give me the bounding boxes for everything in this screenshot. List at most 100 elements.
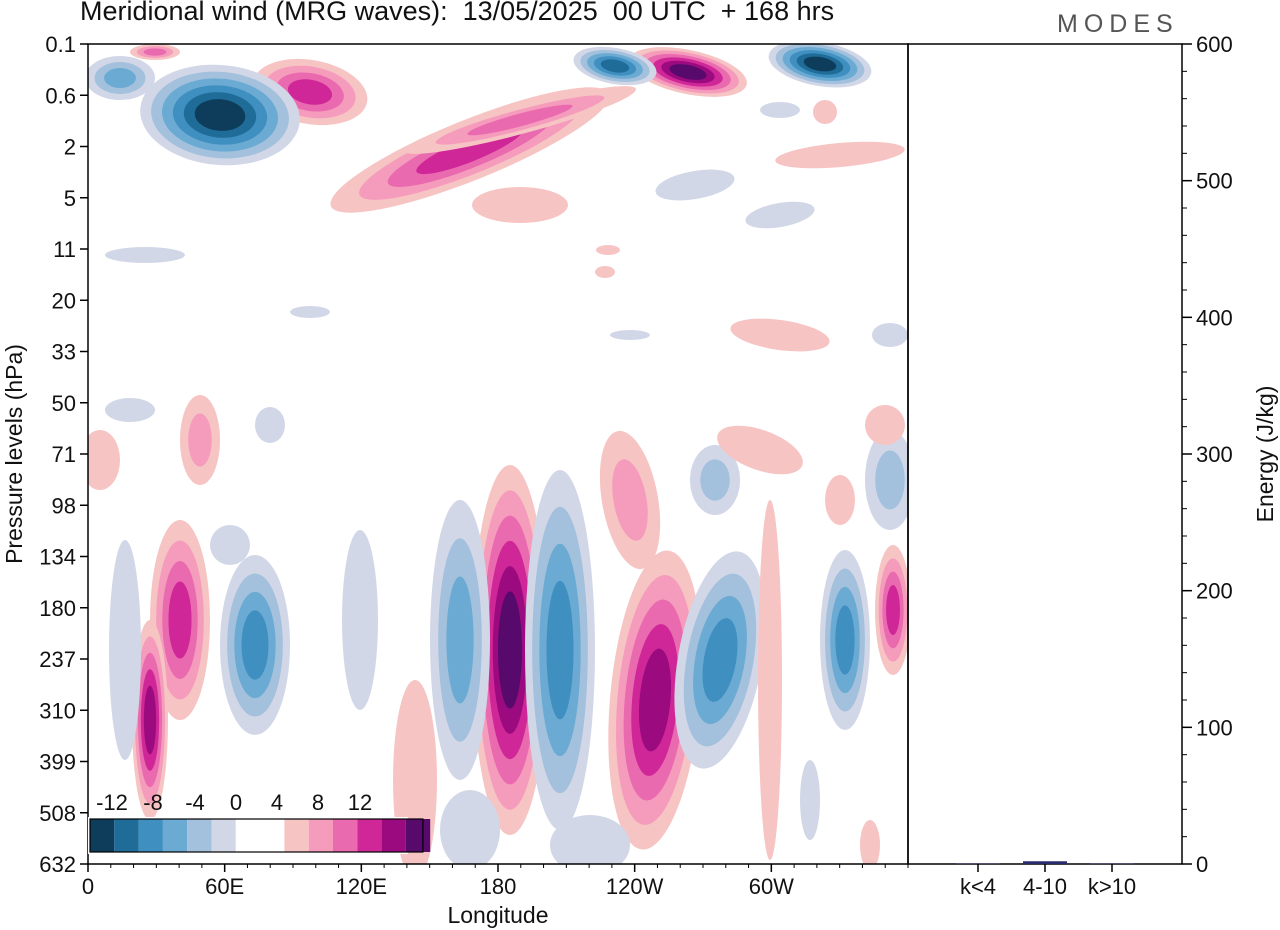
x-axis-label: Longitude <box>447 902 548 928</box>
colorbar-label: -8 <box>143 790 163 815</box>
colorbar: -12 -8 -4 0 4 8 12 <box>88 790 431 854</box>
positive-anomaly <box>860 820 880 864</box>
positive-anomaly <box>612 459 648 541</box>
x-tick-label: 0 <box>82 874 94 899</box>
colorbar-cell <box>381 819 406 852</box>
y-tick-label: 508 <box>39 801 76 826</box>
y-tick-label: 71 <box>52 442 76 467</box>
positive-anomaly <box>638 648 672 752</box>
y-axis: 0.1 0.6 2 5 11 20 33 50 71 98 134 180 237 310 399 508 63… <box>39 32 88 877</box>
y-tick-label: 98 <box>52 493 76 518</box>
negative-anomaly <box>255 407 285 443</box>
energy-bar <box>1090 863 1134 865</box>
negative-anomaly <box>835 605 855 675</box>
energy-tick-label: 400 <box>1196 305 1233 330</box>
negative-anomaly <box>760 102 800 118</box>
positive-anomaly <box>472 187 568 223</box>
colorbar-label: -4 <box>185 790 205 815</box>
y-tick-label: 134 <box>39 545 76 570</box>
negative-anomaly <box>241 610 269 680</box>
colorbar-label: -12 <box>96 790 128 815</box>
colorbar-cell <box>405 819 431 852</box>
positive-anomaly <box>825 475 855 525</box>
negative-anomaly <box>105 398 155 422</box>
y-tick-label: 0.1 <box>45 32 76 57</box>
x-tick-label: 180 <box>480 874 517 899</box>
colorbar-cell <box>308 819 333 852</box>
negative-anomaly <box>702 618 738 702</box>
y-tick-label: 2 <box>64 135 76 160</box>
positive-anomaly <box>758 500 782 860</box>
energy-tick-label: 0 <box>1196 852 1208 877</box>
negative-anomaly <box>440 790 500 864</box>
negative-anomaly <box>109 540 141 760</box>
y-axis-label: Pressure levels (hPa) <box>1 344 27 564</box>
y-tick-label: 310 <box>39 698 76 723</box>
contour-field <box>88 44 908 864</box>
y-tick-label: 11 <box>53 237 76 262</box>
negative-anomaly <box>800 760 820 840</box>
negative-anomaly <box>194 99 246 131</box>
negative-anomaly <box>700 459 730 501</box>
energy-category-label: k<4 <box>960 874 996 899</box>
colorbar-label: 0 <box>230 790 242 815</box>
positive-anomaly <box>467 104 573 136</box>
positive-anomaly <box>88 430 120 490</box>
negative-anomaly <box>872 323 908 347</box>
negative-anomaly <box>875 450 905 510</box>
positive-anomaly <box>143 685 157 755</box>
negative-anomaly <box>446 576 474 704</box>
colorbar-label: 8 <box>312 790 324 815</box>
negative-anomaly <box>550 815 630 864</box>
colorbar-label: 12 <box>348 790 372 815</box>
positive-anomaly <box>717 425 803 475</box>
colorbar-cell <box>114 819 139 852</box>
colorbar-cell <box>90 819 115 852</box>
energy-category-label: k>10 <box>1088 874 1136 899</box>
colorbar-cell <box>284 819 309 852</box>
colorbar-cell <box>333 819 358 852</box>
modes-logo: MODES <box>1057 10 1179 38</box>
y-tick-label: 5 <box>64 186 76 211</box>
x-tick-label: 120W <box>606 874 664 899</box>
y-tick-label: 237 <box>39 647 76 672</box>
negative-anomaly <box>655 169 735 201</box>
y-tick-label: 0.6 <box>45 83 76 108</box>
positive-anomaly <box>188 413 212 467</box>
positive-anomaly <box>595 266 615 278</box>
energy-tick-label: 300 <box>1196 442 1233 467</box>
energy-bar <box>956 863 1000 865</box>
negative-anomaly <box>105 247 185 263</box>
energy-category-label: 4-10 <box>1023 874 1067 899</box>
y-tick-label: 399 <box>39 750 76 775</box>
x-tick-label: 60E <box>205 874 244 899</box>
energy-tick-label: 600 <box>1196 32 1233 57</box>
positive-anomaly <box>775 141 905 169</box>
colorbar-cell <box>357 819 382 852</box>
y-tick-label: 180 <box>39 596 76 621</box>
negative-anomaly <box>600 59 630 73</box>
positive-anomaly <box>730 318 830 352</box>
colorbar-cell <box>138 819 163 852</box>
negative-anomaly <box>610 330 650 340</box>
negative-anomaly <box>210 525 250 565</box>
negative-anomaly <box>104 68 136 88</box>
negative-anomaly <box>290 306 330 318</box>
negative-anomaly <box>745 201 815 229</box>
positive-anomaly <box>813 100 837 124</box>
y-tick-label: 20 <box>52 288 76 313</box>
colorbar-cell <box>187 819 212 852</box>
negative-anomaly <box>546 580 574 720</box>
energy-axis: 0 100 200 300 400 500 600 <box>1182 32 1233 877</box>
energy-axis-label: Energy (J/kg) <box>1252 386 1278 523</box>
energy-tick-label: 200 <box>1196 579 1233 604</box>
colorbar-cell <box>162 819 188 852</box>
y-tick-label: 50 <box>52 391 76 416</box>
y-tick-label: 33 <box>52 340 76 365</box>
colorbar-label: 4 <box>271 790 283 815</box>
chart-title: Meridional wind (MRG waves): 13/05/2025 … <box>80 0 835 26</box>
energy-panel-frame <box>907 43 1183 865</box>
x-tick-label: 120E <box>336 874 387 899</box>
energy-tick-label: 100 <box>1196 715 1233 740</box>
